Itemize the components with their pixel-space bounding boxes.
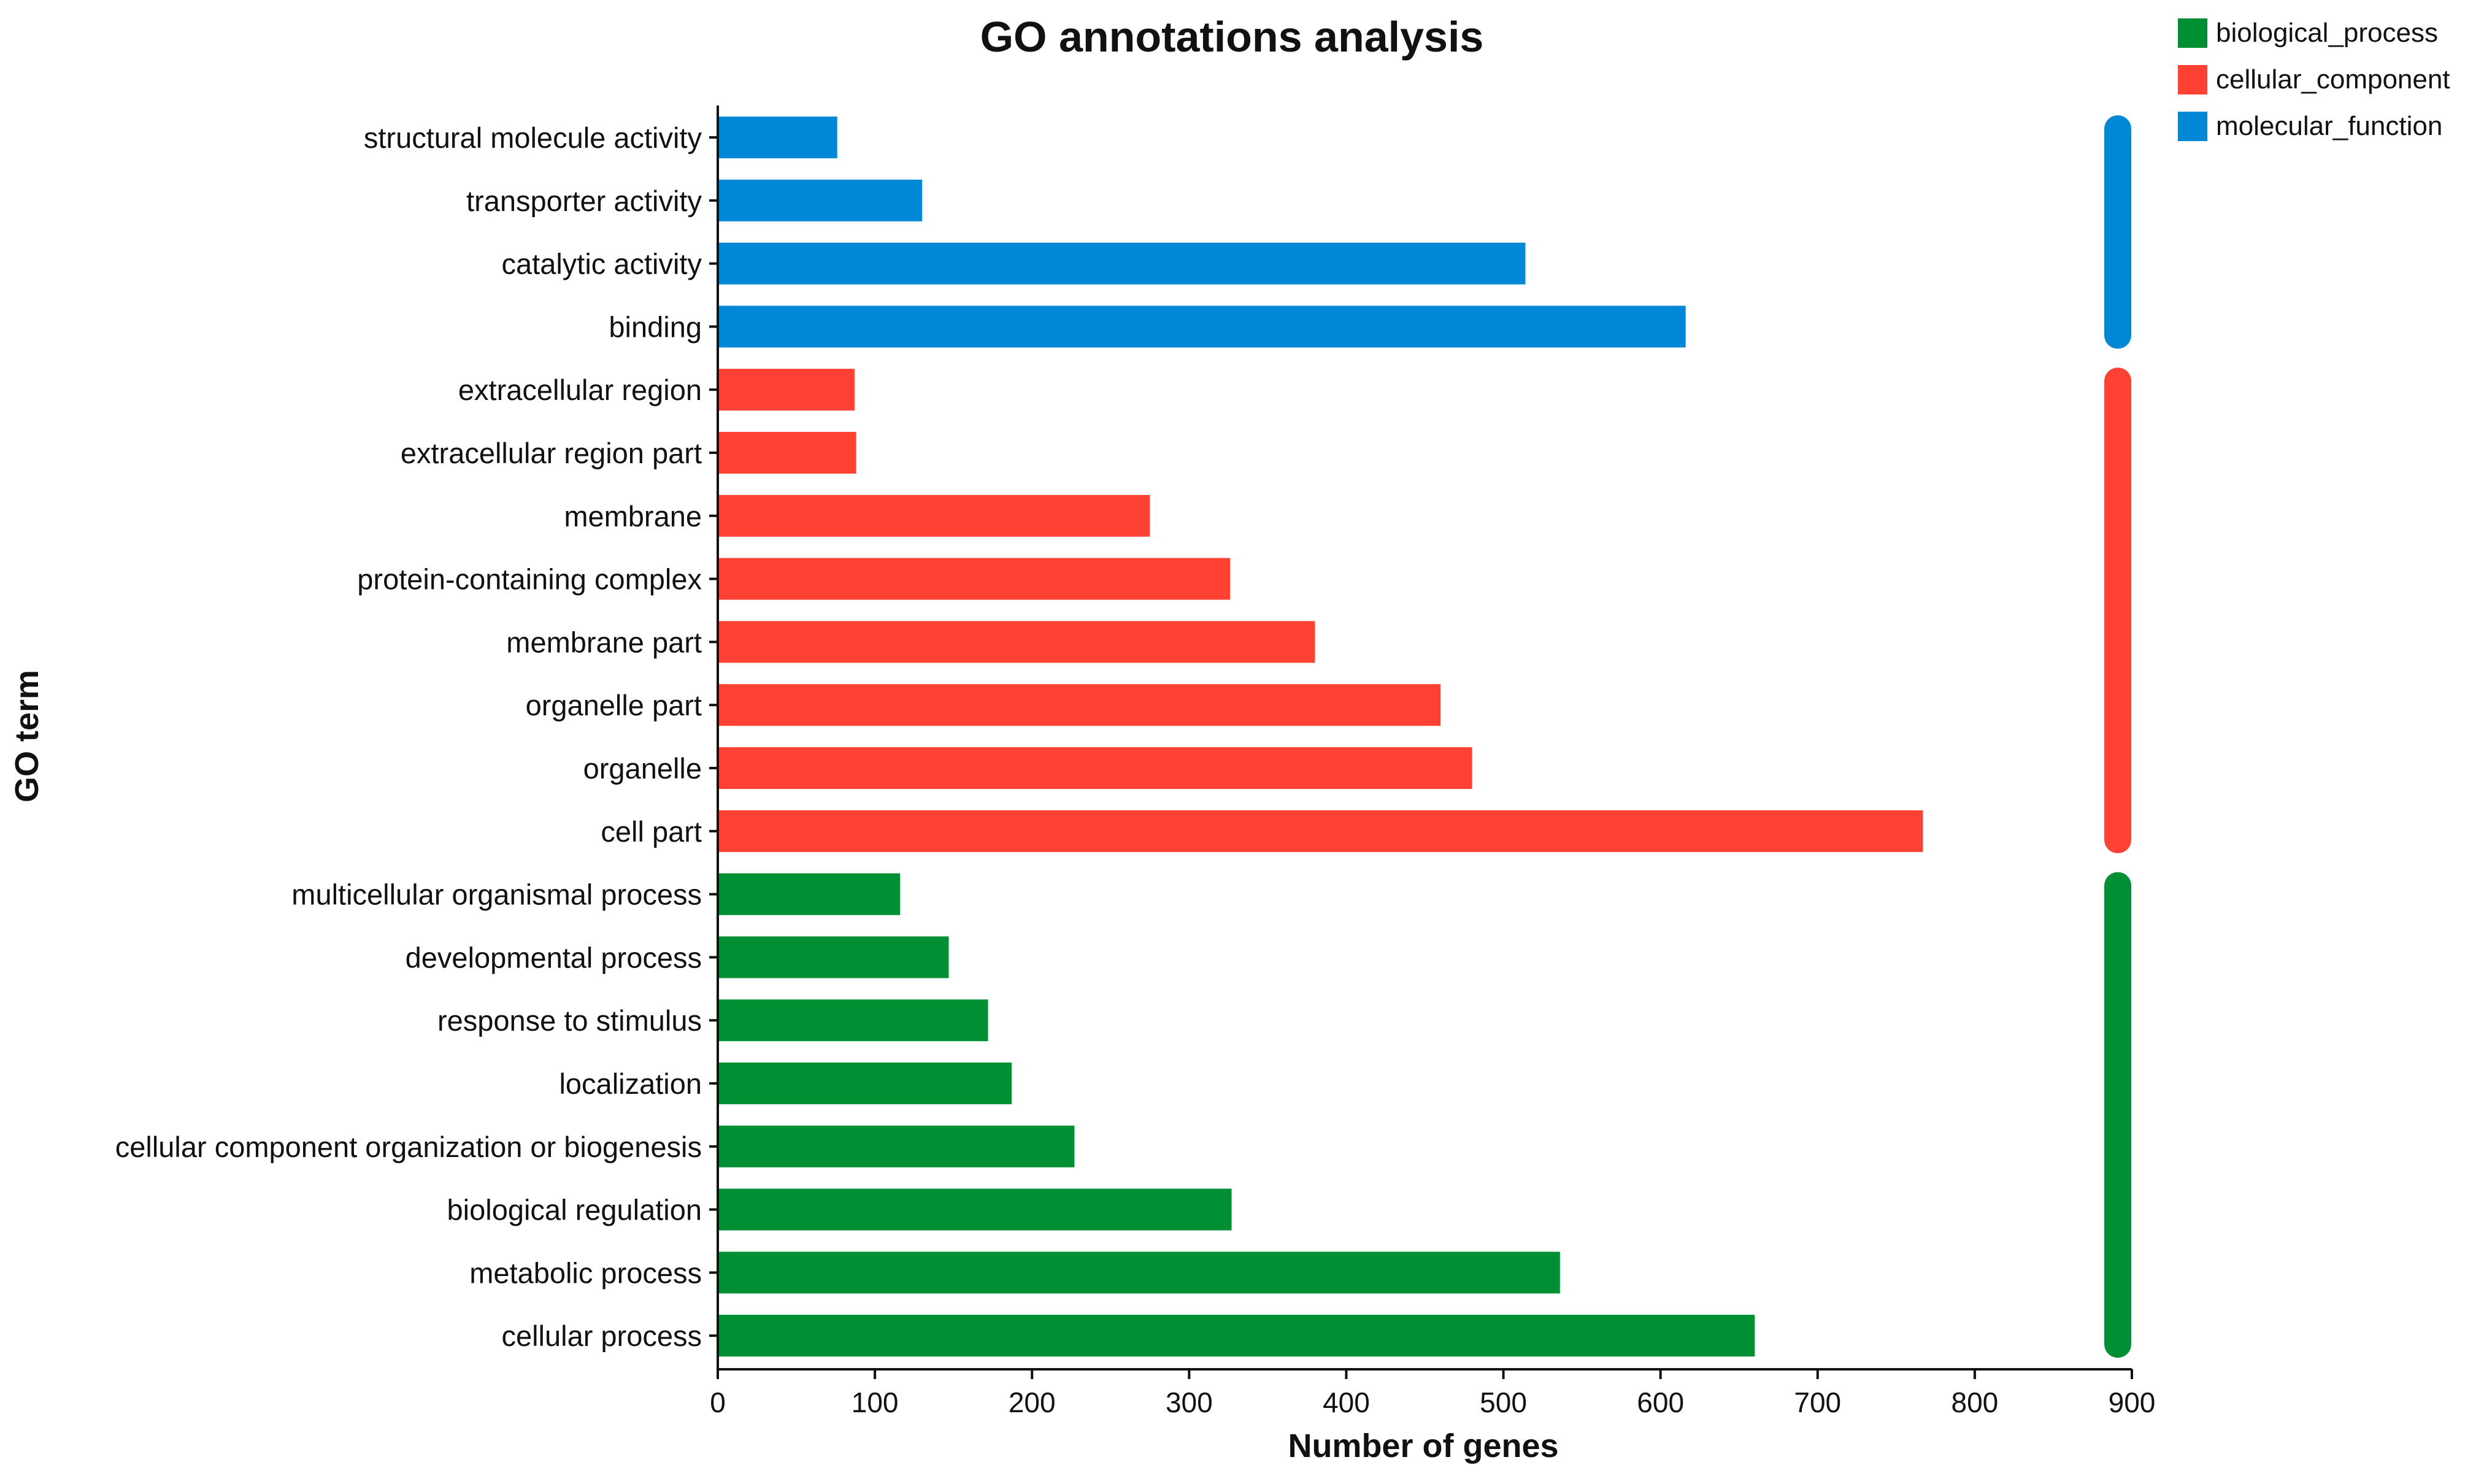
y-tick-label: localization bbox=[559, 1067, 702, 1100]
x-tick-label: 700 bbox=[1794, 1386, 1841, 1418]
y-tick-label: organelle part bbox=[526, 689, 702, 721]
bar-protein-containing-complex bbox=[718, 558, 1230, 600]
y-tick-label: biological regulation bbox=[447, 1194, 702, 1226]
x-tick-label: 600 bbox=[1637, 1386, 1684, 1418]
y-axis-label: GO term bbox=[9, 670, 45, 802]
y-tick-label: extracellular region part bbox=[401, 437, 702, 469]
bar-cellular-process bbox=[718, 1315, 1755, 1357]
x-tick-label: 0 bbox=[710, 1386, 726, 1418]
bar-membrane bbox=[718, 494, 1150, 537]
bar-metabolic-process bbox=[718, 1251, 1560, 1294]
y-tick-label: metabolic process bbox=[469, 1256, 702, 1289]
bar-extracellular-region bbox=[718, 369, 855, 411]
legend-label-molecular-function: molecular_function bbox=[2216, 111, 2442, 141]
y-tick-label: membrane bbox=[564, 500, 702, 532]
bar-binding bbox=[718, 306, 1686, 348]
bar-extracellular-region-part bbox=[718, 432, 856, 474]
bar-multicellular-organismal-process bbox=[718, 873, 901, 915]
bar-localization bbox=[718, 1063, 1012, 1104]
legend-label-cellular-component: cellular_component bbox=[2216, 64, 2450, 94]
legend-swatch-molecular-function bbox=[2178, 112, 2207, 141]
x-tick-label: 900 bbox=[2109, 1386, 2156, 1418]
x-tick-label: 300 bbox=[1166, 1386, 1213, 1418]
legend: biological_process cellular_componentmole… bbox=[2178, 18, 2450, 141]
plot-layer: structural molecule activity transporter … bbox=[115, 106, 2156, 1418]
legend-label-biological-process: biological_process bbox=[2216, 18, 2438, 48]
y-tick-label: catalytic activity bbox=[502, 248, 702, 280]
bar-catalytic-activity bbox=[718, 242, 1526, 285]
x-tick-label: 800 bbox=[1952, 1386, 1999, 1418]
bar-cell-part bbox=[718, 810, 1923, 852]
legend-swatch-biological-process bbox=[2178, 18, 2207, 48]
bar-organelle bbox=[718, 747, 1472, 789]
bar-response-to-stimulus bbox=[718, 999, 988, 1042]
chart-title: GO annotations analysis bbox=[980, 13, 1484, 61]
x-axis-label: Number of genes bbox=[1288, 1428, 1558, 1464]
x-tick-label: 200 bbox=[1009, 1386, 1056, 1418]
bar-structural-molecule-activity bbox=[718, 117, 837, 158]
bar-transporter-activity bbox=[718, 179, 922, 221]
y-tick-label: response to stimulus bbox=[437, 1004, 702, 1037]
x-tick-label: 500 bbox=[1480, 1386, 1527, 1418]
y-tick-label: multicellular organismal process bbox=[291, 878, 702, 911]
bar-membrane-part bbox=[718, 621, 1315, 663]
y-tick-label: structural molecule activity bbox=[364, 121, 702, 154]
y-tick-label: cellular component organization or bioge… bbox=[115, 1131, 702, 1163]
x-tick-label: 100 bbox=[852, 1386, 899, 1418]
legend-swatch-cellular-component bbox=[2178, 65, 2207, 94]
y-tick-label: binding bbox=[609, 310, 702, 343]
y-tick-label: cell part bbox=[601, 815, 702, 848]
bar-cellular-component-organization-or-biogenesis bbox=[718, 1125, 1075, 1167]
y-tick-label: extracellular region bbox=[458, 374, 702, 406]
y-tick-label: cellular process bbox=[501, 1320, 702, 1352]
y-tick-label: organelle bbox=[583, 752, 702, 785]
y-tick-label: transporter activity bbox=[466, 185, 702, 217]
bar-biological-regulation bbox=[718, 1188, 1232, 1231]
bar-developmental-process bbox=[718, 936, 949, 978]
y-tick-label: developmental process bbox=[406, 941, 702, 974]
y-tick-label: protein-containing complex bbox=[357, 563, 702, 596]
group-bar-cellular-component bbox=[2104, 367, 2131, 853]
x-tick-label: 400 bbox=[1323, 1386, 1370, 1418]
group-bar-biological-process bbox=[2104, 872, 2131, 1358]
bar-organelle-part bbox=[718, 684, 1441, 726]
group-bar-molecular-function bbox=[2104, 115, 2131, 349]
y-tick-label: membrane part bbox=[506, 626, 702, 658]
